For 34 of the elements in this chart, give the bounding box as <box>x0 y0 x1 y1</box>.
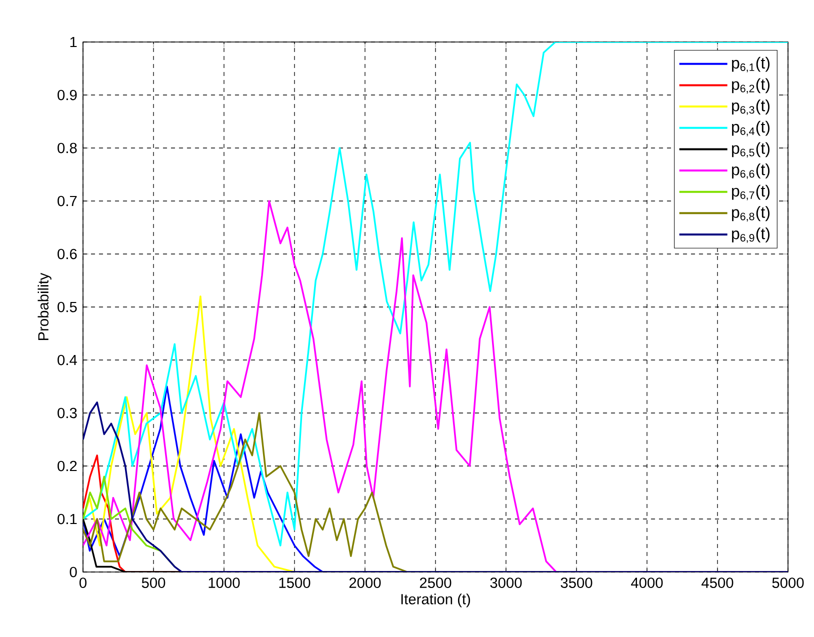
legend-label: p$_{6,4}$(t) <box>732 120 770 136</box>
x-tick-label: 0 <box>79 578 86 588</box>
x-tick-label: 1500 <box>279 578 310 588</box>
y-tick-label: 0.9 <box>58 90 77 100</box>
line-series <box>83 42 788 546</box>
legend-label: p$_{6,2}$(t) <box>732 78 770 94</box>
legend-label: p$_{6,5}$(t) <box>732 142 770 158</box>
y-tick-label: 0.6 <box>58 248 77 260</box>
legend-label: p$_{6,8}$(t) <box>732 206 770 222</box>
x-tick-label: 1000 <box>208 578 240 588</box>
x-tick-label: 5000 <box>772 578 804 588</box>
x-tick-label: 2500 <box>420 578 452 588</box>
x-tick-label: 3500 <box>560 578 592 588</box>
legend-label: p$_{6,3}$(t) <box>732 100 770 115</box>
x-tick-label: 3000 <box>490 578 522 588</box>
y-tick-label: 0.1 <box>58 514 77 524</box>
x-tick-label: 4500 <box>702 578 734 588</box>
y-tick-label: 0 <box>70 566 77 578</box>
legend-label: p$_{6,1}$(t) <box>732 56 770 72</box>
legend-label: p$_{6,7}$(t) <box>732 184 770 200</box>
y-axis-title: Probability <box>38 272 52 340</box>
y-tick-label: 0.5 <box>58 302 77 312</box>
y-tick-label: 1 <box>70 36 77 48</box>
x-tick-label: 4000 <box>631 578 663 588</box>
y-tick-label: 0.4 <box>58 354 77 366</box>
x-axis-title: Iteration (t) <box>401 594 470 608</box>
y-tick-label: 0.7 <box>58 196 77 206</box>
x-tick-label: 2000 <box>349 578 381 588</box>
y-tick-label: 0.2 <box>58 460 77 472</box>
legend-label: p$_{6,9}$(t) <box>732 228 770 243</box>
y-tick-label: 0.3 <box>58 408 77 418</box>
y-tick-label: 0.8 <box>58 142 77 154</box>
legend-label: p$_{6,6}$(t) <box>732 164 770 179</box>
x-tick-label: 500 <box>142 578 166 588</box>
